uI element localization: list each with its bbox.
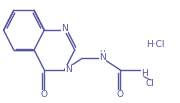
- Text: H·Cl: H·Cl: [147, 40, 165, 49]
- Text: H: H: [100, 50, 105, 59]
- Text: N: N: [66, 65, 72, 74]
- Text: O: O: [117, 90, 124, 99]
- Text: H: H: [141, 69, 147, 78]
- Text: N: N: [61, 24, 68, 33]
- Text: Cl: Cl: [146, 79, 155, 88]
- Text: O: O: [41, 90, 48, 99]
- Text: N: N: [99, 53, 106, 62]
